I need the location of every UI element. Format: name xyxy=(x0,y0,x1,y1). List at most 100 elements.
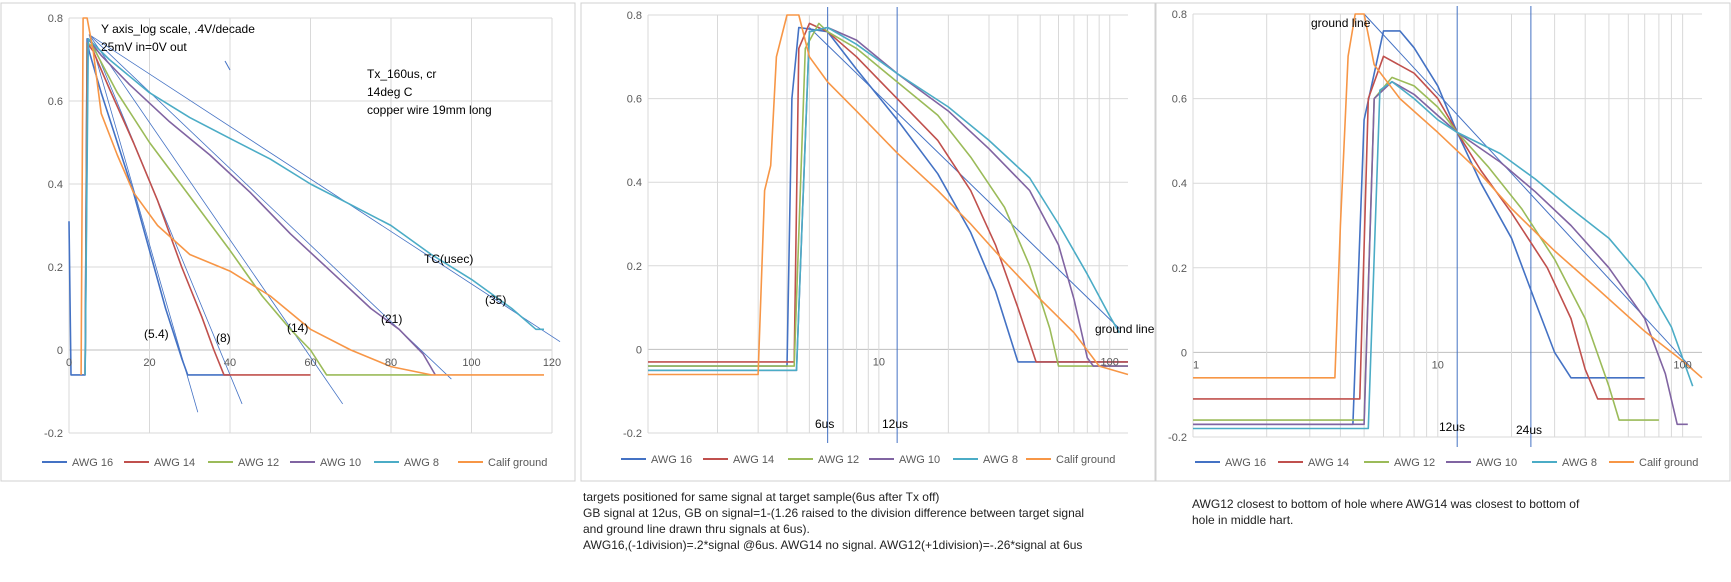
legend-2: AWG 16 AWG 14 AWG 12 AWG 10 AWG 8 Calif groun… xyxy=(621,454,1115,466)
series-line-awg-14 xyxy=(648,22,1128,363)
series-line-awg-14 xyxy=(84,42,311,376)
note-line: targets positioned for same signal at ta… xyxy=(583,490,940,504)
legend-label: AWG 8 xyxy=(404,457,439,469)
series-group-3 xyxy=(1193,13,1703,430)
series-line-awg-14 xyxy=(1193,55,1645,400)
annotation-tick-mark xyxy=(224,60,231,71)
series-group-1 xyxy=(68,17,544,376)
annotation-wire: copper wire 19mm long xyxy=(367,103,492,117)
note-line: GB signal at 12us, GB on signal=1-(1.26 … xyxy=(583,506,1085,520)
y-tick-label: 0 xyxy=(57,345,63,357)
annotation-24us: 24us xyxy=(1516,423,1542,437)
gridlines-3 xyxy=(1192,13,1702,438)
gridlines-1 xyxy=(68,17,553,434)
tc-label-awg10: (21) xyxy=(381,312,402,326)
y-tick-label: -0.2 xyxy=(1168,432,1187,444)
series-line-awg-8 xyxy=(84,37,544,375)
x-tick-label: 40 xyxy=(224,357,236,369)
y-tick-label: 0.8 xyxy=(627,10,642,22)
tick-labels-2: -0.2 0 0.2 0.4 0.6 0.8 10 100 xyxy=(623,10,1119,440)
annotation-12us: 12us xyxy=(882,417,908,431)
legend-label: AWG 16 xyxy=(651,454,692,466)
y-tick-label: 0.6 xyxy=(48,96,63,108)
x-tick-label: 100 xyxy=(1101,356,1119,368)
chart-frame-3 xyxy=(1155,2,1731,482)
legend-label: AWG 12 xyxy=(818,454,859,466)
y-tick-label: 0.2 xyxy=(1172,263,1187,275)
y-tick-label: -0.2 xyxy=(44,428,63,440)
legend-label: AWG 16 xyxy=(1225,457,1266,469)
decay-trend-line xyxy=(88,34,199,413)
tc-label-awg12: (14) xyxy=(287,321,308,335)
legend-label: AWG 10 xyxy=(899,454,940,466)
x-tick-label: 60 xyxy=(304,357,316,369)
series-line-calif-ground xyxy=(80,17,544,376)
annotation-tc-label: TC(usec) xyxy=(424,252,473,266)
series-line-awg-10 xyxy=(84,37,436,376)
note-line: hole in middle hart. xyxy=(1192,513,1294,527)
x-tick-label: 100 xyxy=(1673,359,1691,371)
x-tick-label: 100 xyxy=(462,357,480,369)
annotation-y-axis-scale: Y axis_log scale, .4V/decade xyxy=(101,22,255,36)
legend-3: AWG 16 AWG 14 AWG 12 AWG 10 AWG 8 Calif groun… xyxy=(1195,457,1698,469)
series-group-2 xyxy=(648,14,1129,376)
legend-label: AWG 16 xyxy=(72,457,113,469)
legend-1: AWG 16 AWG 14 AWG 12 AWG 10 AWG 8 Calif groun… xyxy=(42,457,547,469)
chart-panel-1: -0.2 0 0.2 0.4 0.6 0.8 0 20 40 60 80 100 120 Y axis_… xyxy=(0,2,576,482)
tc-label-awg16: (5.4) xyxy=(144,327,169,341)
x-tick-label: 80 xyxy=(385,357,397,369)
decay-trend-line xyxy=(88,34,243,405)
note-line: AWG12 closest to bottom of hole where AW… xyxy=(1192,497,1580,511)
x-tick-label: 0 xyxy=(66,357,72,369)
decay-trend-line xyxy=(88,34,344,405)
y-tick-label: 0.4 xyxy=(1172,178,1187,190)
y-tick-label: 0.6 xyxy=(627,94,642,106)
notes-right: AWG12 closest to bottom of hole where AW… xyxy=(1192,496,1579,528)
series-line-calif-ground xyxy=(1193,13,1703,379)
annotation-12us-3: 12us xyxy=(1439,420,1465,434)
legend-label: AWG 10 xyxy=(320,457,361,469)
y-tick-label: 0.2 xyxy=(48,262,63,274)
note-line: and ground line drawn thru signals at 6u… xyxy=(583,522,810,536)
legend-label: AWG 8 xyxy=(983,454,1018,466)
y-tick-label: 0 xyxy=(1181,347,1187,359)
legend-label: AWG 14 xyxy=(154,457,195,469)
annotation-ground-line-2: ground line xyxy=(1095,322,1155,336)
y-tick-label: 0.8 xyxy=(48,13,63,25)
x-tick-label: 10 xyxy=(873,356,885,368)
annotation-zero-offset: 25mV in=0V out xyxy=(101,40,187,54)
tick-labels-1: -0.2 0 0.2 0.4 0.6 0.8 0 20 40 60 80 100 120 xyxy=(44,13,561,440)
annotation-tx: Tx_160us, cr xyxy=(367,67,436,81)
annotation-temperature: 14deg C xyxy=(367,85,413,99)
x-tick-label: 1 xyxy=(1193,359,1199,371)
legend-label: Calif ground xyxy=(1056,454,1115,466)
x-tick-label: 120 xyxy=(543,357,561,369)
annotation-6us: 6us xyxy=(815,417,834,431)
series-line-awg-12 xyxy=(648,22,1128,367)
y-tick-label: 0.4 xyxy=(48,179,63,191)
legend-label: AWG 8 xyxy=(1562,457,1597,469)
y-tick-label: 0.4 xyxy=(627,177,642,189)
y-tick-label: 0.6 xyxy=(1172,94,1187,106)
series-line-awg-8 xyxy=(1193,80,1694,430)
legend-label: AWG 14 xyxy=(733,454,774,466)
annotations-3: ground line 12us 24us xyxy=(1311,16,1542,437)
legend-label: AWG 10 xyxy=(1476,457,1517,469)
legend-label: AWG 12 xyxy=(238,457,279,469)
legend-label: AWG 14 xyxy=(1308,457,1349,469)
y-tick-label: 0.2 xyxy=(627,261,642,273)
decay-trend-line xyxy=(88,34,561,343)
series-line-awg-8 xyxy=(648,26,1120,372)
series-line-awg-16 xyxy=(648,26,1128,367)
annotations-1: Y axis_log scale, .4V/decade 25mV in=0V … xyxy=(101,22,506,345)
x-tick-label: 10 xyxy=(1432,359,1444,371)
tc-label-awg8: (35) xyxy=(485,293,506,307)
x-tick-label: 20 xyxy=(143,357,155,369)
legend-label: AWG 12 xyxy=(1394,457,1435,469)
chart-panel-2: -0.2 0 0.2 0.4 0.6 0.8 10 100 6us 12us ground l… xyxy=(580,2,1156,482)
series-line-calif-ground xyxy=(648,14,1129,376)
note-line: AWG16,(-1division)=.2*signal @6us. AWG14… xyxy=(583,538,1083,552)
y-tick-label: 0 xyxy=(636,344,642,356)
tick-labels-3: -0.2 0 0.2 0.4 0.6 0.8 1 10 100 xyxy=(1168,9,1692,444)
